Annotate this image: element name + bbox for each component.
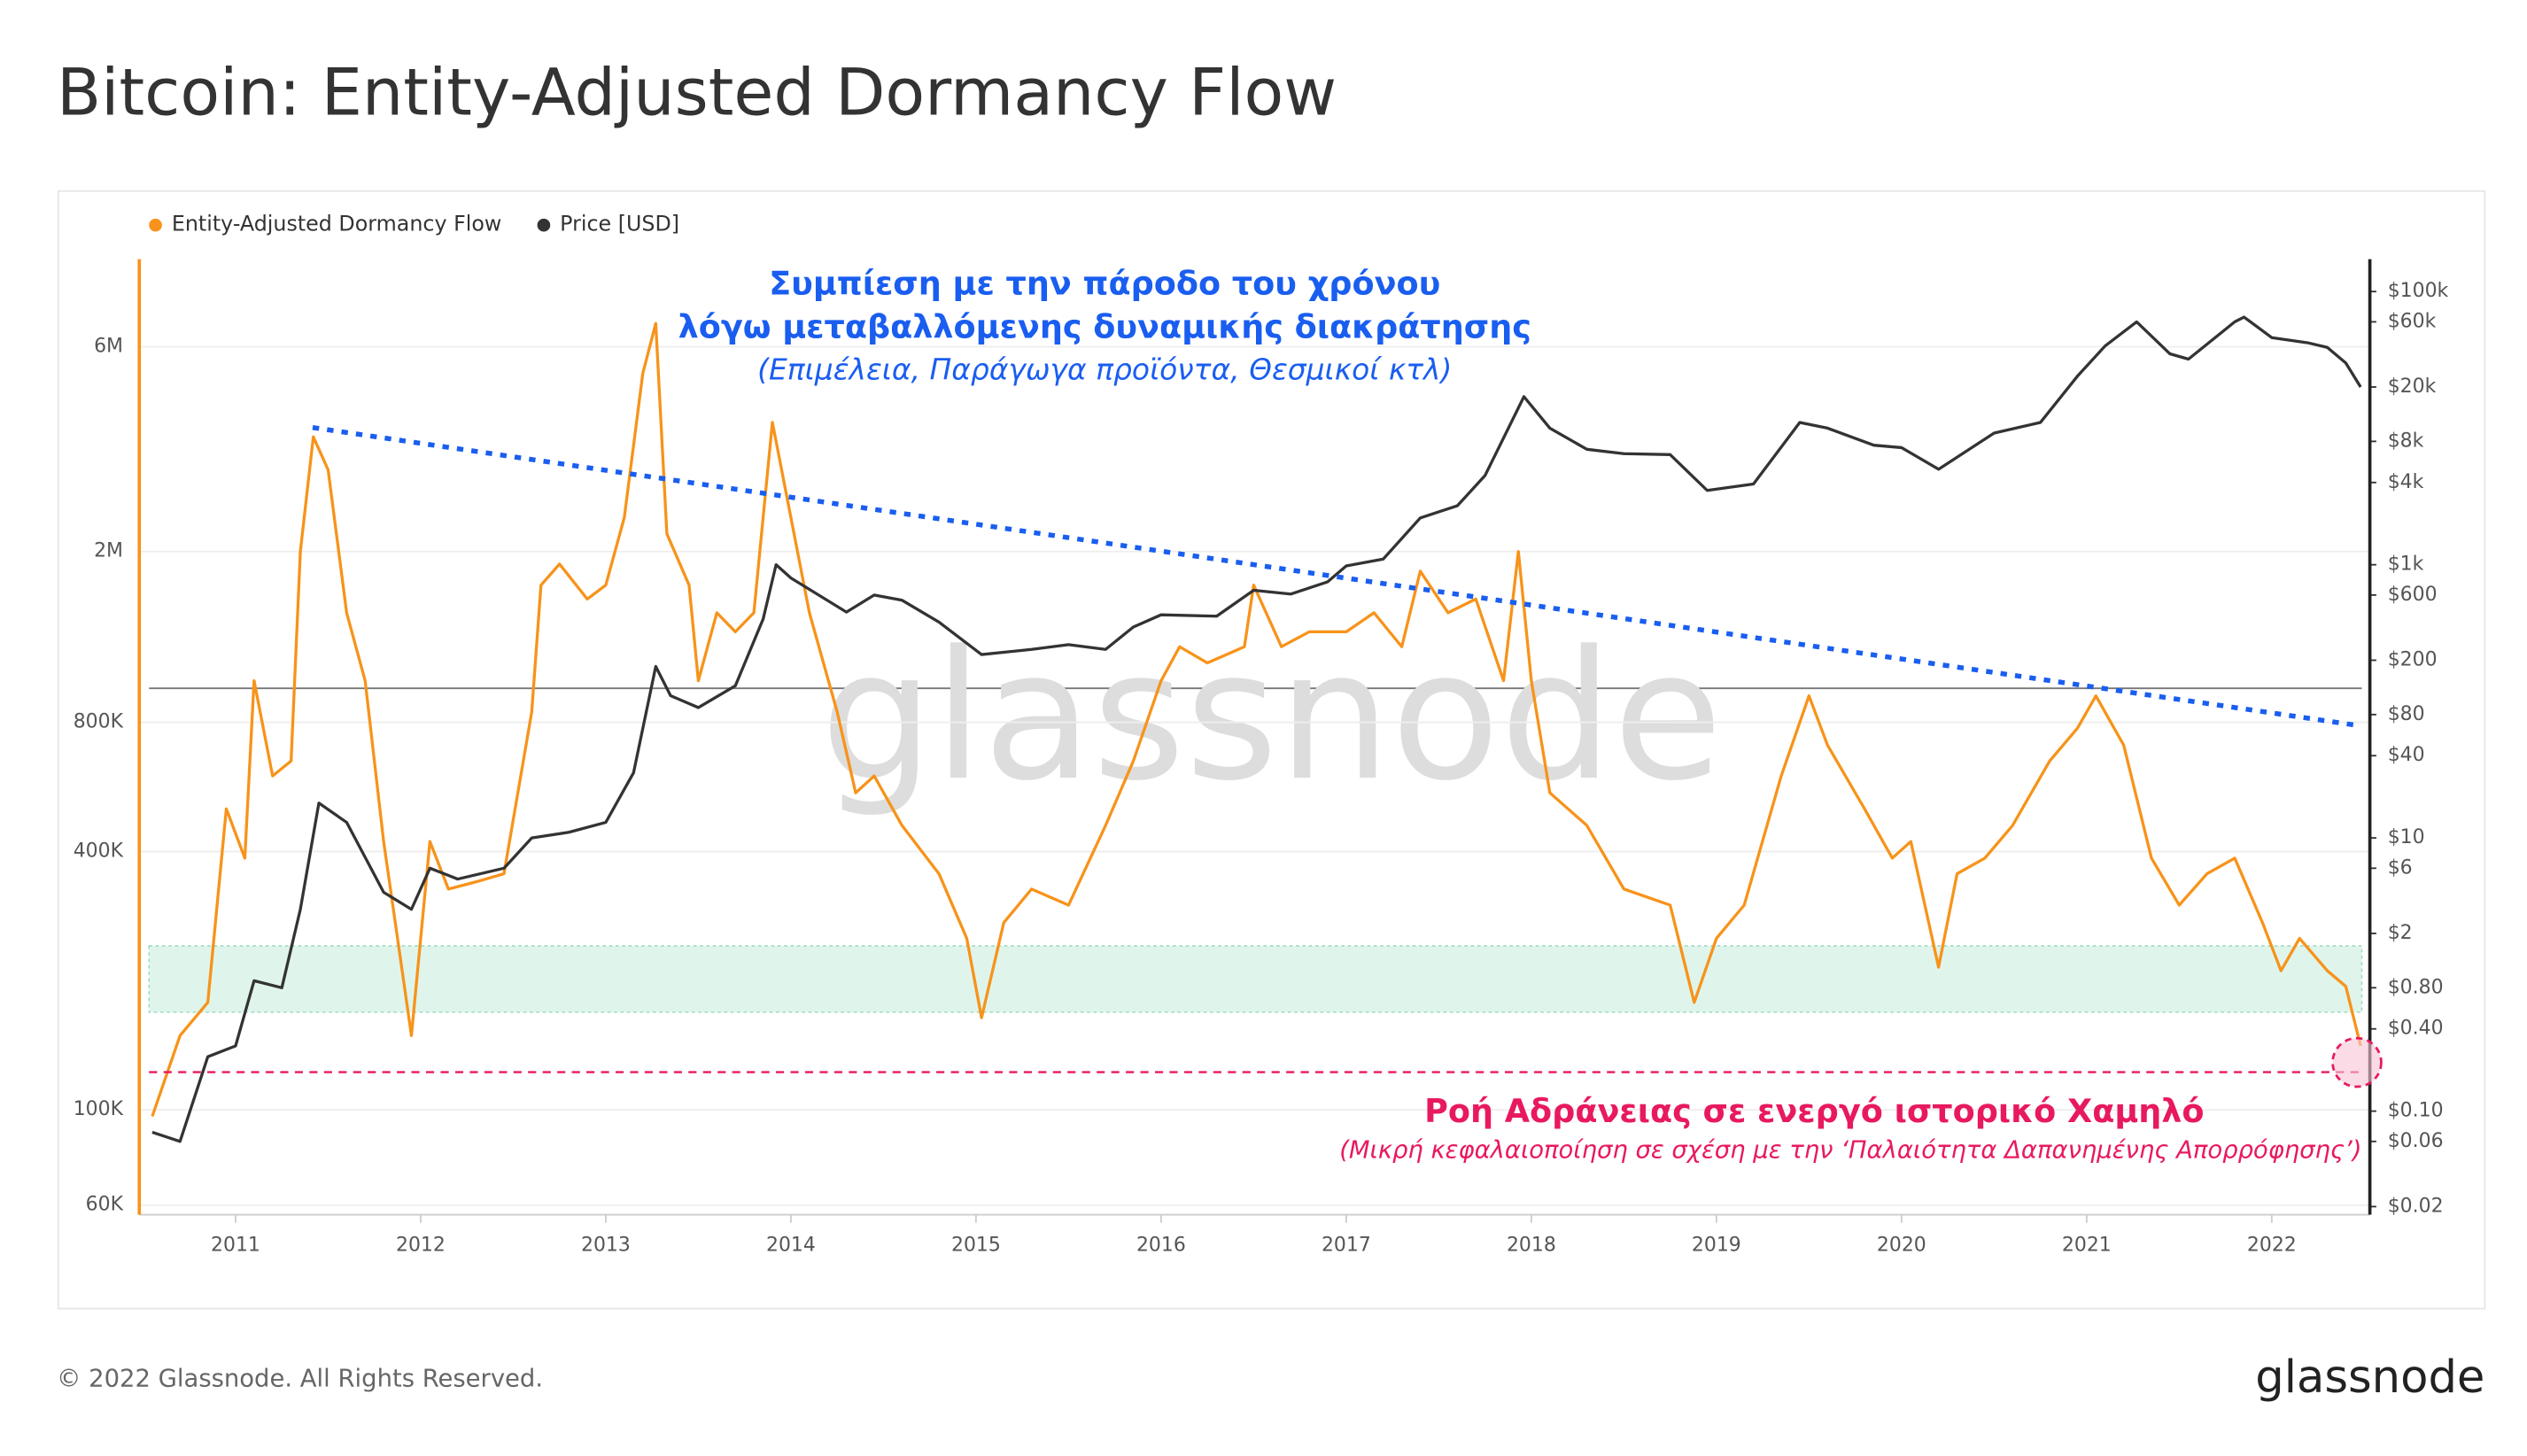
- y2-tick-label: $100k: [2388, 280, 2449, 302]
- y2-tick-label: $6: [2388, 856, 2413, 879]
- y2-tick-label: $40: [2388, 744, 2425, 766]
- watermark: glassnode: [820, 613, 1722, 820]
- x-tick-label: 2019: [1692, 1234, 1741, 1256]
- x-tick-label: 2011: [211, 1234, 260, 1256]
- y-tick-label: 800K: [74, 711, 124, 733]
- y2-tick-label: $60k: [2388, 310, 2437, 332]
- low-marker: [2331, 1036, 2383, 1088]
- x-tick-label: 2022: [2247, 1234, 2297, 1256]
- y2-tick-label: $20k: [2388, 376, 2437, 398]
- logo: glassnode: [2255, 1351, 2484, 1404]
- legend-label: Entity-Adjusted Dormancy Flow: [172, 212, 501, 236]
- x-tick-label: 2021: [2062, 1234, 2112, 1256]
- x-tick-label: 2018: [1507, 1234, 1556, 1256]
- y-tick-label: 6M: [94, 336, 123, 358]
- y2-tick-label: $0.02: [2388, 1195, 2444, 1217]
- x-tick-label: 2017: [1322, 1234, 1371, 1256]
- y-tick-label: 60K: [86, 1194, 124, 1216]
- y2-tick-label: $10: [2388, 826, 2425, 848]
- low-band: [148, 945, 2363, 1013]
- y2-tick-label: $0.40: [2388, 1018, 2444, 1040]
- legend-marker: [149, 218, 162, 232]
- y2-tick-label: $200: [2388, 648, 2438, 670]
- annotation: (Μικρή κεφαλαιοποίηση σε σχέση με την ‘Π…: [1339, 1137, 2361, 1165]
- y2-tick-label: $80: [2388, 703, 2425, 725]
- y2-tick-label: $600: [2388, 584, 2438, 606]
- y-tick-label: 100K: [74, 1098, 124, 1120]
- y2-tick-label: $0.10: [2388, 1100, 2444, 1122]
- plot-area: 60K 100K 400K 800K 2M 6M $100k $60k $20k $8k $4k $1…: [74, 259, 2449, 1256]
- legend-marker: [537, 218, 551, 232]
- series-line: [151, 315, 2362, 1143]
- y2-tick-label: $8k: [2388, 430, 2424, 452]
- annotation: (Επιμέλεια, Παράγωγα προϊόντα, Θεσμικοί …: [757, 352, 1452, 386]
- trend-line: [312, 425, 2360, 728]
- x-tick-label: 2020: [1877, 1234, 1926, 1256]
- copyright: © 2022 Glassnode. All Rights Reserved.: [57, 1366, 543, 1393]
- annotation: Συμπίεση με την πάροδο του χρόνου: [769, 264, 1440, 302]
- chart-title: Bitcoin: Entity-Adjusted Dormancy Flow: [57, 56, 1337, 131]
- y2-tick-label: $1k: [2388, 554, 2424, 576]
- x-tick-label: 2012: [396, 1234, 446, 1256]
- x-tick-label: 2016: [1136, 1234, 1186, 1256]
- legend-label: Price [USD]: [560, 212, 679, 236]
- y2-tick-label: $0.80: [2388, 976, 2444, 998]
- annotation: λόγω μεταβαλλόμενης δυναμικής διακράτηση…: [678, 308, 1531, 346]
- x-tick-label: 2014: [766, 1234, 816, 1256]
- y2-tick-label: $4k: [2388, 471, 2424, 493]
- annotation: Ροή Αδράνειας σε ενεργό ιστορικό Χαμηλό: [1424, 1092, 2204, 1130]
- y-tick-label: 2M: [94, 540, 123, 562]
- x-tick-label: 2015: [951, 1234, 1001, 1256]
- y2-tick-label: $2: [2388, 922, 2413, 944]
- y2-tick-label: $0.06: [2388, 1130, 2444, 1152]
- y-tick-label: 400K: [74, 840, 124, 862]
- x-tick-label: 2013: [581, 1234, 631, 1256]
- chart-frame: [57, 190, 2486, 1310]
